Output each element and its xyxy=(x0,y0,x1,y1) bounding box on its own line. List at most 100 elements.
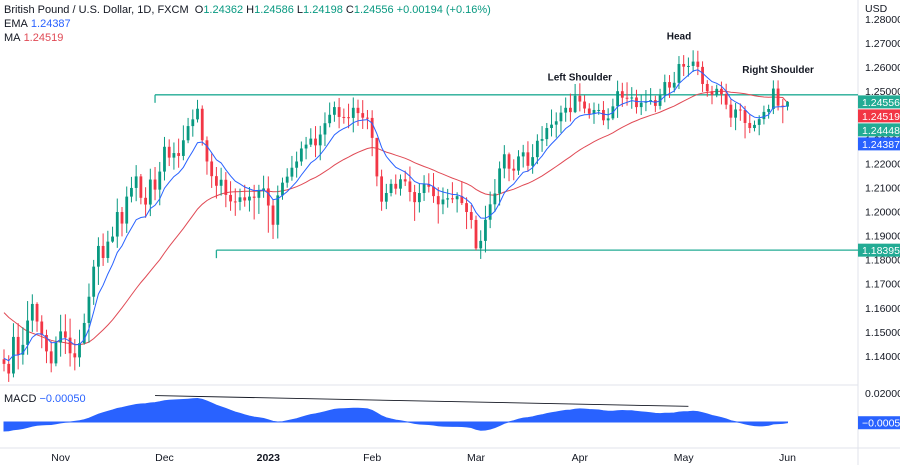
candle-down xyxy=(781,105,785,107)
price-tag-label: 1.24519 xyxy=(862,111,900,123)
open-label: O xyxy=(194,4,204,16)
candle-down xyxy=(205,140,209,162)
candle-down xyxy=(469,212,473,220)
ma-line-group xyxy=(3,90,788,346)
candle-up xyxy=(285,176,289,183)
macd-legend[interactable]: MACD −0.00050 xyxy=(4,393,86,405)
y-tick-label: 1.17000 xyxy=(865,279,900,291)
candle-up xyxy=(484,219,487,241)
candle-up xyxy=(21,344,25,355)
candle-up xyxy=(276,195,280,225)
time-axis[interactable]: Nov Dec 2023 Feb Mar Apr May Jun xyxy=(51,452,796,464)
price-tag xyxy=(858,95,900,109)
candle-down xyxy=(507,154,511,169)
candle-down xyxy=(361,113,365,118)
candle-up xyxy=(767,109,771,112)
candle-down xyxy=(167,146,171,158)
candle-down xyxy=(625,97,629,99)
candle-down xyxy=(738,109,742,111)
candle-up xyxy=(753,124,756,129)
candle-up xyxy=(554,121,558,125)
macd-area xyxy=(3,397,789,432)
price-tag xyxy=(858,109,900,123)
x-tick-label: 2023 xyxy=(257,452,281,464)
candle-down xyxy=(73,353,77,358)
candle-up xyxy=(111,236,114,242)
y-tick-label: 1.25000 xyxy=(865,86,900,98)
candle-up xyxy=(333,107,336,115)
candle-up xyxy=(186,126,190,141)
y-tick-label: 1.19000 xyxy=(865,231,900,243)
candle-up xyxy=(786,101,789,107)
macd-trendline xyxy=(155,395,689,407)
symbol-title[interactable]: British Pound / U.S. Dollar, 1D, FXCM xyxy=(4,4,189,16)
candle-up xyxy=(757,119,761,125)
candle-down xyxy=(602,109,605,121)
candle-down xyxy=(701,66,704,84)
candle-up xyxy=(550,124,553,129)
candle-up xyxy=(290,167,294,177)
candle-up xyxy=(691,61,695,66)
y-tick-label: 1.15000 xyxy=(865,327,900,339)
candle-up xyxy=(295,161,299,168)
candle-up xyxy=(488,204,492,220)
ema-line xyxy=(3,69,788,362)
candle-down xyxy=(68,337,72,354)
x-tick-label: Apr xyxy=(572,452,589,464)
candle-down xyxy=(375,137,379,177)
candle-down xyxy=(380,176,383,202)
candle-down xyxy=(705,83,709,92)
candle-up xyxy=(309,138,313,145)
price-tag-label: 1.18395 xyxy=(862,245,900,257)
candle-up xyxy=(158,171,162,190)
y-tick-label: 1.20000 xyxy=(865,207,900,219)
candle-up xyxy=(125,196,129,224)
candle-down xyxy=(337,107,341,117)
candle-up xyxy=(78,343,81,358)
candle-down xyxy=(210,161,214,177)
candle-down xyxy=(224,179,228,195)
candle-down xyxy=(252,196,256,198)
candle-up xyxy=(389,183,393,194)
candle-down xyxy=(101,245,105,258)
candle-up xyxy=(531,157,535,166)
currency-label: USD xyxy=(865,3,888,15)
pattern-annotation: Right Shoulder xyxy=(742,65,814,76)
candle-up xyxy=(606,118,610,121)
candle-up xyxy=(422,184,426,194)
horizontal-levels xyxy=(154,94,858,259)
high-label: H xyxy=(246,4,255,16)
candle-up xyxy=(163,146,166,172)
candle-up xyxy=(762,111,766,120)
candle-up xyxy=(559,112,563,122)
candle-up xyxy=(564,107,568,113)
candle-down xyxy=(743,109,747,123)
candle-up xyxy=(257,190,261,198)
price-tag-label: 1.24448 xyxy=(862,125,900,137)
candle-down xyxy=(460,196,464,204)
price-axis[interactable]: USD1.280001.270001.260001.250001.240001.… xyxy=(858,3,900,430)
candle-down xyxy=(436,196,440,205)
macd-label: MACD xyxy=(4,393,37,405)
candle-down xyxy=(342,116,346,118)
candle-down xyxy=(474,219,478,249)
candle-down xyxy=(710,91,714,95)
legend-ema-row[interactable]: EMA 1.24387 xyxy=(4,17,491,31)
candle-down xyxy=(748,122,752,129)
ema-value: 1.24387 xyxy=(30,18,71,30)
pattern-annotation: Left Shoulder xyxy=(548,72,613,83)
close-label: C xyxy=(345,4,354,16)
low-value: 1.24198 xyxy=(303,4,343,16)
legend-ma-row[interactable]: MA 1.24519 xyxy=(4,31,491,45)
candle-down xyxy=(569,107,572,113)
y-tick-label: 1.14000 xyxy=(865,351,900,363)
y-tick-label: 1.18000 xyxy=(865,255,900,267)
candle-up xyxy=(130,187,133,197)
candle-up xyxy=(181,140,185,156)
candle-up xyxy=(191,119,195,127)
candle-down xyxy=(139,176,143,198)
candle-down xyxy=(724,94,728,105)
candle-down xyxy=(408,181,412,193)
candle-up xyxy=(92,266,96,297)
